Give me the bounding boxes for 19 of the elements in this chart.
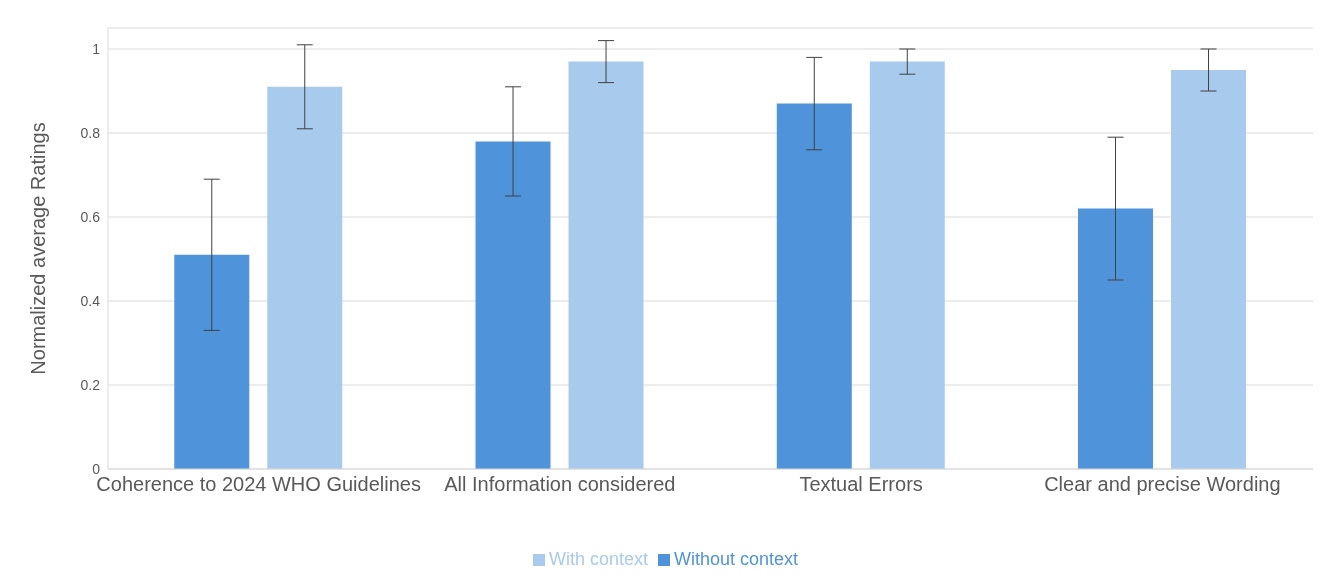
bar bbox=[267, 86, 343, 469]
y-tick-label: 0.2 bbox=[80, 376, 101, 393]
bar bbox=[475, 141, 551, 469]
y-tick-label: 0.4 bbox=[80, 292, 101, 309]
bar bbox=[776, 103, 852, 469]
legend-label: Without context bbox=[673, 549, 799, 569]
legend-label: With context bbox=[548, 549, 648, 569]
y-tick-label: 0.8 bbox=[80, 124, 101, 141]
y-axis-title: Normalized average Ratings bbox=[27, 122, 50, 375]
bar bbox=[1078, 208, 1154, 469]
x-tick-label: Textual Errors bbox=[799, 473, 923, 496]
bar bbox=[1171, 70, 1247, 469]
bar bbox=[869, 61, 945, 469]
x-tick-label: Clear and precise Wording bbox=[1044, 473, 1281, 496]
x-tick-label: All Information considered bbox=[444, 473, 676, 496]
y-tick-label: 1 bbox=[92, 40, 101, 57]
bar bbox=[174, 254, 250, 469]
y-tick-label: 0.6 bbox=[80, 208, 101, 225]
bar bbox=[568, 61, 644, 469]
